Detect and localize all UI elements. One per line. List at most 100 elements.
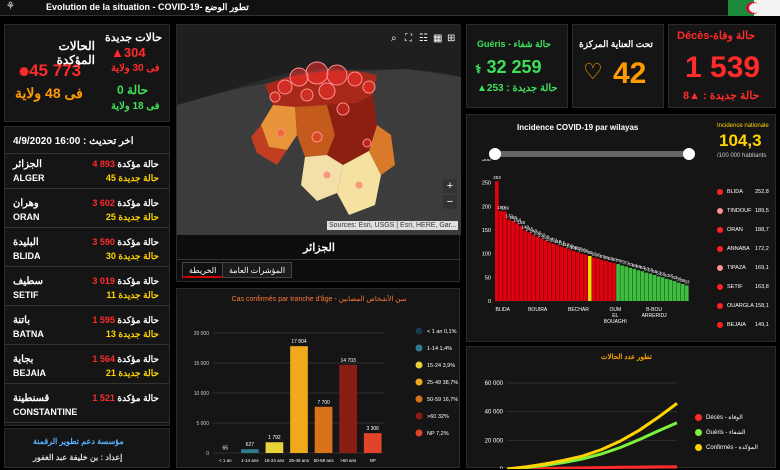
age-value-label: 3 306 (366, 426, 379, 432)
incidence-bar (664, 278, 669, 301)
tab-map[interactable]: الخريطة (182, 262, 224, 278)
wilaya-name-fr: BLIDA (13, 251, 41, 261)
age-ytick: 20 000 (194, 331, 210, 337)
footer-panel: مؤسسة دعم تطوير الرقمنة إعداد : بن خليفة… (4, 428, 170, 468)
wilaya-name-ar: سطيف (13, 276, 43, 287)
wilaya-list-item[interactable]: وهران ORAN 3 602 حالة مؤكدة 25 حالة جديدة (5, 193, 169, 228)
incidence-list-item[interactable]: ANNABA 172,2 (717, 244, 775, 258)
age-bar (314, 406, 333, 453)
basemap-icon[interactable]: ⊞ (447, 33, 456, 44)
wilaya-list-item[interactable]: سطيف SETIF 3 019 حالة مؤكدة 11 حالة جديدة (5, 271, 169, 306)
map-attribution: Sources: Esri, USGS | Esri, HERE, Gar... (327, 221, 459, 230)
incidence-list[interactable]: BLIDA 252,8 TINDOUF 189,5 ORAN 188,7 ANNABA 172… (717, 187, 775, 337)
incidence-list-value: 158,1 (755, 303, 769, 309)
incidence-bar (543, 240, 548, 301)
incidence-bar (499, 211, 503, 301)
logo-icon: ⚘ (6, 1, 15, 12)
slider-handle-right[interactable] (683, 148, 695, 160)
incidence-list-item[interactable]: SETIF 163,8 (717, 282, 775, 296)
incidence-list-item[interactable]: OUARGLA 158,1 (717, 301, 775, 315)
age-legend-marker (415, 429, 423, 437)
age-legend-marker (415, 395, 423, 403)
confirmed-summary-panel: الحالات المؤكدة ✺45 773 فى 48 ولاية حالا… (4, 24, 170, 122)
wilaya-list-panel[interactable]: 4/9/2020 16:00 : اخر تحديث الجزائر ALGER 4… (4, 126, 170, 426)
recovered-panel: Guéris - حالة شفاء ⚕ 32 259 ▲253 : حالة … (466, 24, 568, 108)
incidence-bar (531, 234, 536, 301)
evolution-ytick: 0 (500, 467, 504, 469)
age-legend-marker (415, 378, 423, 386)
incidence-bar (507, 219, 511, 301)
incidence-bar (571, 250, 576, 301)
incidence-list-item[interactable]: TIPAZA 169,1 (717, 263, 775, 277)
age-value-label: 17 804 (291, 339, 307, 345)
algeria-flag-icon (728, 0, 780, 16)
incidence-value-label: 75 (620, 260, 626, 265)
incidence-list-name: OUARGLA (727, 303, 754, 309)
incidence-bar (604, 260, 608, 301)
incidence-bar (575, 252, 580, 301)
evolution-title: تطور عدد الحالات (601, 354, 652, 361)
zoom-extent-icon[interactable]: ⛶ (405, 33, 412, 44)
map-country-label: الجزائر (303, 242, 335, 254)
age-category-label: 25-49 ans (289, 458, 310, 463)
wilaya-list-item[interactable]: البليدة BLIDA 3 590 حالة مؤكدة 30 حالة جديد… (5, 232, 169, 267)
age-value-label: 7 700 (317, 400, 330, 406)
incidence-title: Incidence COVID-19 par wilayas (517, 123, 639, 132)
wilaya-list-item[interactable]: باتنة BATNA 1 595 حالة مؤكدة 13 حالة جديدة (5, 310, 169, 345)
layers-icon[interactable]: ▦ (433, 33, 443, 44)
incidence-bar (523, 230, 527, 301)
age-category-label: 1-14 ans (241, 458, 259, 463)
incidence-bar (636, 270, 641, 301)
age-ytick: 5 000 (196, 421, 209, 427)
age-legend-label: >60 32% (427, 414, 449, 420)
tab-indicators[interactable]: المؤشرات العامة (222, 262, 293, 278)
wilaya-list-item[interactable]: بجاية BEJAIA 1 564 حالة مؤكدة 21 حالة جديدة (5, 349, 169, 384)
wilaya-name-ar: الجزائر (13, 159, 42, 170)
confirmed-total: ✺45 773 (19, 61, 82, 80)
incidence-list-item[interactable]: ORAN 188,7 (717, 225, 775, 239)
incidence-list-item[interactable]: BEJAIA 149,1 (717, 320, 775, 334)
map-canvas[interactable] (177, 25, 461, 235)
zoom-in-button[interactable]: + (443, 179, 457, 193)
age-legend-label: 1-14 1,4% (427, 346, 452, 352)
incidence-bar (668, 279, 673, 301)
wilaya-list-item[interactable]: قسنطينة CONSTANTINE 1 521 حالة مؤكدة (5, 388, 169, 423)
virus-icon: ✺ (19, 65, 30, 79)
wilaya-new: 45 حالة جديدة (105, 173, 159, 183)
age-legend-label: 50-59 16,7% (427, 397, 458, 403)
deaths-new: حالة جديدة : ▲8 (683, 90, 760, 102)
slider-handle-left[interactable] (489, 148, 501, 160)
incidence-list-marker (717, 208, 723, 214)
incidence-value-label: 100 (578, 248, 586, 253)
incidence-value-label: 253 (493, 175, 501, 180)
incidence-value-label: 103 (574, 246, 582, 251)
incidence-bar (539, 238, 544, 301)
incidence-list-name: BLIDA (727, 189, 743, 195)
incidence-list-name: TINDOUF (727, 208, 752, 214)
incidence-value-label: 121 (550, 238, 558, 243)
list-icon[interactable]: ☷ (419, 33, 428, 44)
zoom-out-button[interactable]: − (443, 195, 457, 209)
wilaya-name-fr: BEJAIA (13, 368, 47, 378)
incidence-list-value: 172,2 (755, 246, 769, 252)
triangle-up-icon: ▲ (111, 45, 124, 60)
incidence-list-item[interactable]: BLIDA 252,8 (717, 187, 775, 201)
incidence-value-label: 145 (526, 226, 534, 231)
age-legend-marker (415, 344, 423, 352)
new-cases-label: حالات جديدة (105, 32, 163, 44)
zero-cases-value: 0 حالة (117, 83, 149, 97)
wilaya-name-ar: البليدة (13, 237, 39, 248)
search-icon[interactable]: ⌕ (391, 33, 397, 44)
wilaya-new: 11 حالة جديدة (106, 290, 159, 300)
incidence-ytick: 200 (482, 204, 491, 210)
wilaya-confirmed: 1 595 حالة مؤكدة (92, 315, 159, 325)
incidence-value-label: 98 (583, 249, 589, 254)
map-panel[interactable]: ⌕ ⛶ ☷ ▦ ⊞ + − Sources: Esri, USGS | Esri… (176, 24, 461, 282)
age-bar (265, 442, 284, 453)
wilaya-list-item[interactable]: الجزائر ALGER 4 893 حالة مؤكدة 45 حالة جديد… (5, 154, 169, 189)
incidence-value-label: 73 (624, 260, 630, 265)
incidence-bar (628, 267, 633, 301)
incidence-list-item[interactable]: TINDOUF 189,5 (717, 206, 775, 220)
confirmed-wilayas: فى 48 ولاية (15, 85, 83, 101)
incidence-slider[interactable] (489, 148, 695, 160)
